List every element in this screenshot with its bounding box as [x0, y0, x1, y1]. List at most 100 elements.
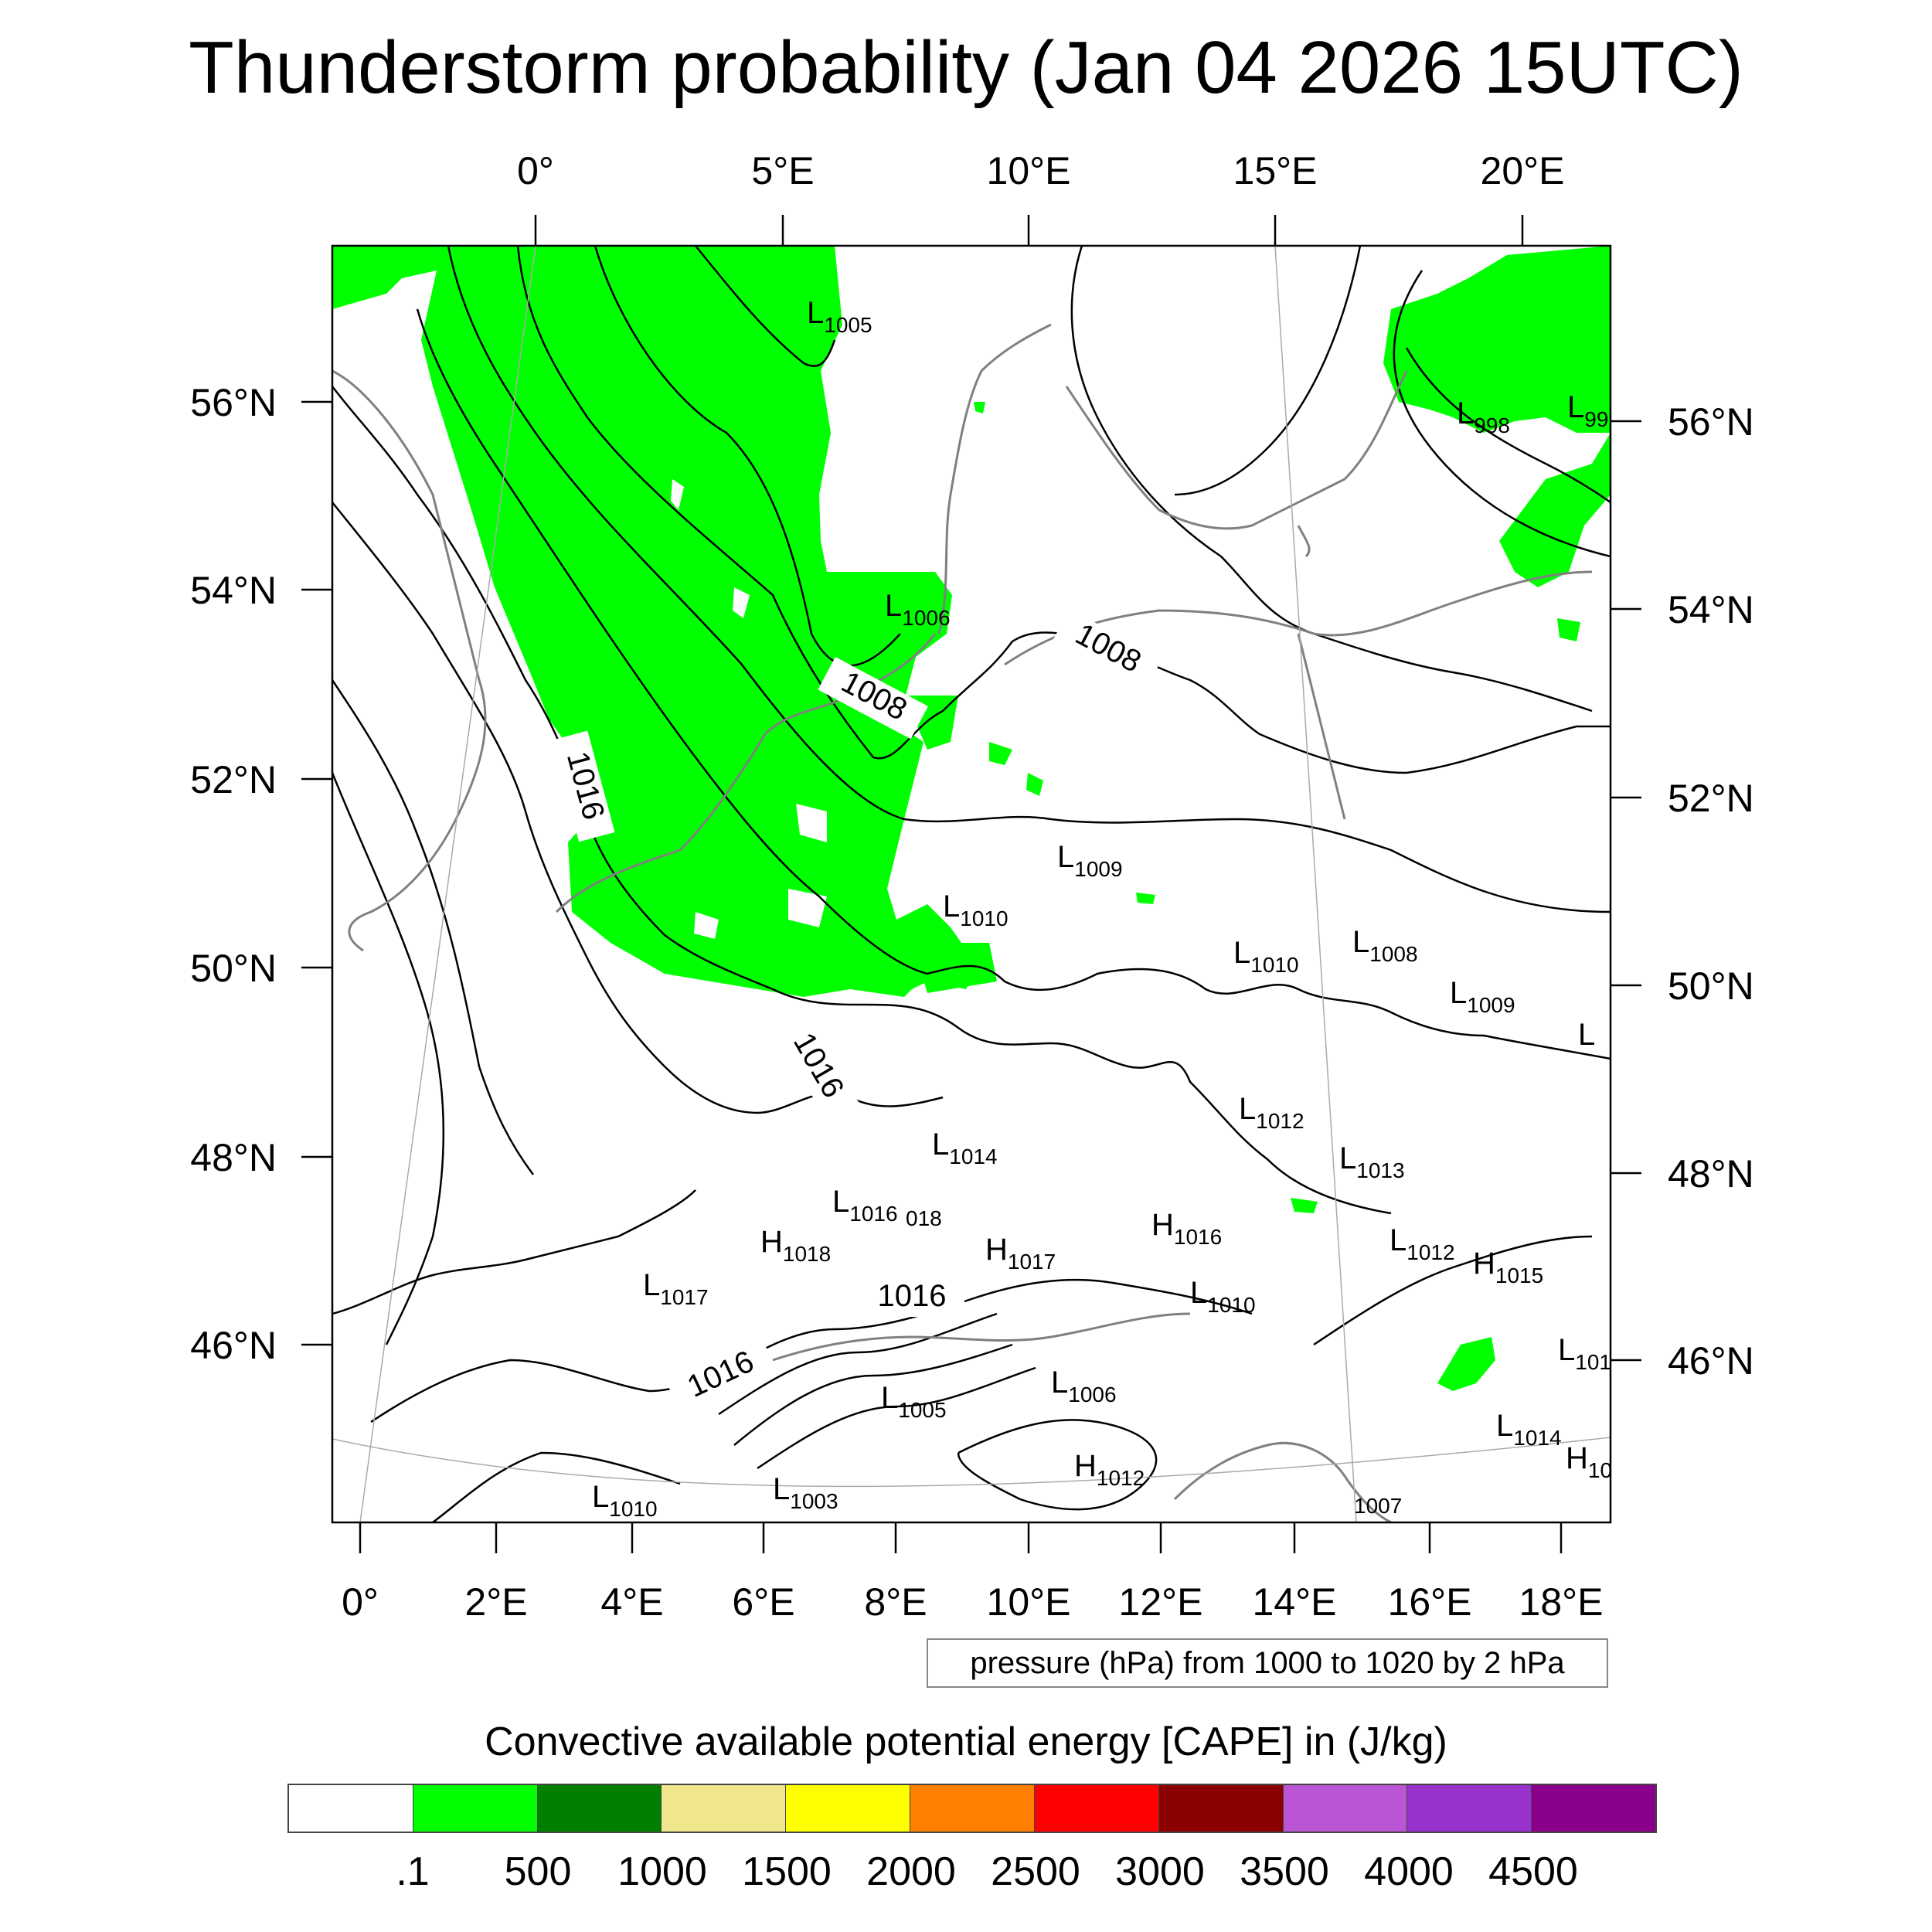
right-lat-label: 46°N [1668, 1339, 1754, 1383]
colorbar-swatch [537, 1785, 662, 1832]
colorbar-swatch [1283, 1785, 1408, 1832]
top-lon-labels: 0° 5°E 10°E 15°E 20°E [517, 149, 1564, 192]
cape-area-small-6 [1557, 618, 1580, 641]
colorbar-tick-labels: .1 500 1000 1500 2000 2500 3000 3500 400… [0, 1847, 1932, 1901]
isobar-1005-north [695, 246, 836, 367]
pressure-center: H1016 [1151, 1208, 1222, 1249]
colorbar-tick-label: 3500 [1240, 1849, 1329, 1894]
meridian-0-curve [359, 246, 536, 1522]
right-lat-label: 48°N [1668, 1152, 1754, 1196]
pressure-center: L1014 [1496, 1409, 1562, 1450]
right-lat-label: 50°N [1668, 964, 1754, 1008]
cape-gap-5 [694, 912, 719, 939]
pressure-center: H10 [1566, 1441, 1612, 1482]
isobar-baltic-2 [1174, 246, 1362, 496]
pressure-center: L1010 [1233, 936, 1299, 977]
cape-area-small-4 [1291, 1198, 1318, 1213]
colorbar-swatch [1407, 1785, 1532, 1832]
pressure-center: L1014 [932, 1128, 998, 1168]
isobar-layer [332, 246, 1611, 1522]
isobar-alpine-2 [718, 1312, 998, 1416]
pressure-center: L1012 [1239, 1092, 1304, 1133]
isobar-1016-c [332, 1189, 696, 1315]
pressure-center: L1010 [1190, 1276, 1256, 1317]
colorbar-swatch [910, 1785, 1035, 1832]
isobar-south-1 [432, 1451, 681, 1522]
cape-gaps [671, 479, 827, 939]
chart-title: Thunderstorm probability (Jan 04 2026 15… [189, 26, 1743, 109]
pressure-center: L1006 [1051, 1366, 1117, 1406]
isobar-east-1 [1313, 1235, 1593, 1346]
isobar-baltic-1 [1070, 246, 1593, 713]
cape-area-baltic-east [1499, 433, 1611, 587]
tick-marks [301, 215, 1641, 1553]
pressure-center: H1017 [985, 1233, 1056, 1274]
bottom-lon-label: 2°E [464, 1580, 527, 1624]
isobar-1008-a [516, 246, 1611, 774]
coast-baltic-south [1004, 570, 1593, 666]
pressure-center: L1005 [807, 296, 872, 337]
left-lat-label: 48°N [190, 1136, 277, 1179]
cape-gap-1 [671, 479, 684, 510]
coast-britain [332, 369, 487, 952]
colorbar-tick-label: 1000 [617, 1849, 707, 1894]
cape-area-small-3 [1026, 773, 1043, 796]
parallel-45-curve [332, 1437, 1611, 1488]
pressure-center: L1010 [943, 889, 1009, 930]
cape-gap-4 [788, 889, 827, 927]
cape-area-baltic-north [1383, 246, 1611, 433]
pressure-center: L1006 [885, 589, 951, 630]
colorbar-tick-label: 500 [504, 1849, 572, 1894]
coast-adriatic [1173, 1441, 1392, 1522]
contour-label: 1016 [878, 1279, 947, 1313]
colorbar-tick-label: 1500 [742, 1849, 832, 1894]
pressure-center: L1003 [773, 1472, 838, 1513]
colorbar-swatch [1532, 1785, 1655, 1832]
pressure-center: L1010 [592, 1480, 658, 1521]
colorbar-tick-label: 2500 [991, 1849, 1080, 1894]
top-lon-label: 5°E [751, 149, 814, 192]
pressure-center: L1009 [1450, 976, 1515, 1017]
graticule-layer [332, 246, 1611, 1522]
pressure-center: L1016 [832, 1185, 898, 1226]
cape-area-small-5 [1136, 893, 1155, 904]
isobar-1014-a [332, 386, 1392, 1215]
pressure-center: L1017 [643, 1268, 709, 1309]
coast-sweden [1065, 370, 1408, 530]
bottom-lon-label: 10°E [987, 1580, 1071, 1624]
pressure-center: L [1578, 1018, 1595, 1052]
cape-area-small-2 [989, 742, 1012, 765]
bottom-lon-label: 4°E [600, 1580, 663, 1624]
border-poland [1297, 633, 1346, 820]
pressure-center: L1005 [881, 1381, 947, 1422]
colorbar-swatch [1034, 1785, 1159, 1832]
coast-denmark [937, 323, 1052, 634]
plot-frame [331, 244, 1612, 1524]
cape-area-balkans [1437, 1337, 1495, 1391]
bottom-lon-label: 8°E [864, 1580, 927, 1624]
right-lat-label: 54°N [1668, 588, 1754, 631]
left-lat-label: 50°N [190, 947, 277, 990]
cape-gap-2 [733, 587, 750, 618]
right-lat-labels: 56°N 54°N 52°N 50°N 48°N 46°N [1668, 400, 1754, 1383]
border-alps [772, 1312, 1191, 1362]
isobar-alpine-1 [695, 1278, 1253, 1393]
pressure-center: H1018 [760, 1225, 831, 1266]
right-lat-label: 52°N [1668, 777, 1754, 820]
colorbar-swatch [413, 1785, 538, 1832]
bottom-lon-label: 12°E [1119, 1580, 1203, 1624]
top-lon-label: 10°E [987, 149, 1071, 192]
left-lat-label: 46°N [190, 1324, 277, 1367]
isobar-po-valley [957, 1419, 1158, 1511]
pressure-center: L1008 [1352, 925, 1418, 966]
pressure-center-labels: L1005 L998 L99 L1006 L1009 L1010 L1010 L… [592, 296, 1612, 1521]
isobar-alpine-3 [733, 1343, 1013, 1446]
colorbar-tick-label: 4000 [1364, 1849, 1454, 1894]
colorbar-swatch [662, 1785, 787, 1832]
isobar-1000 [1393, 270, 1611, 558]
pressure-center: L1012 [1389, 1223, 1455, 1264]
cape-area-small-1 [974, 402, 985, 413]
bottom-lon-label: 14°E [1253, 1580, 1337, 1624]
isobar-1016-b [332, 679, 535, 1175]
